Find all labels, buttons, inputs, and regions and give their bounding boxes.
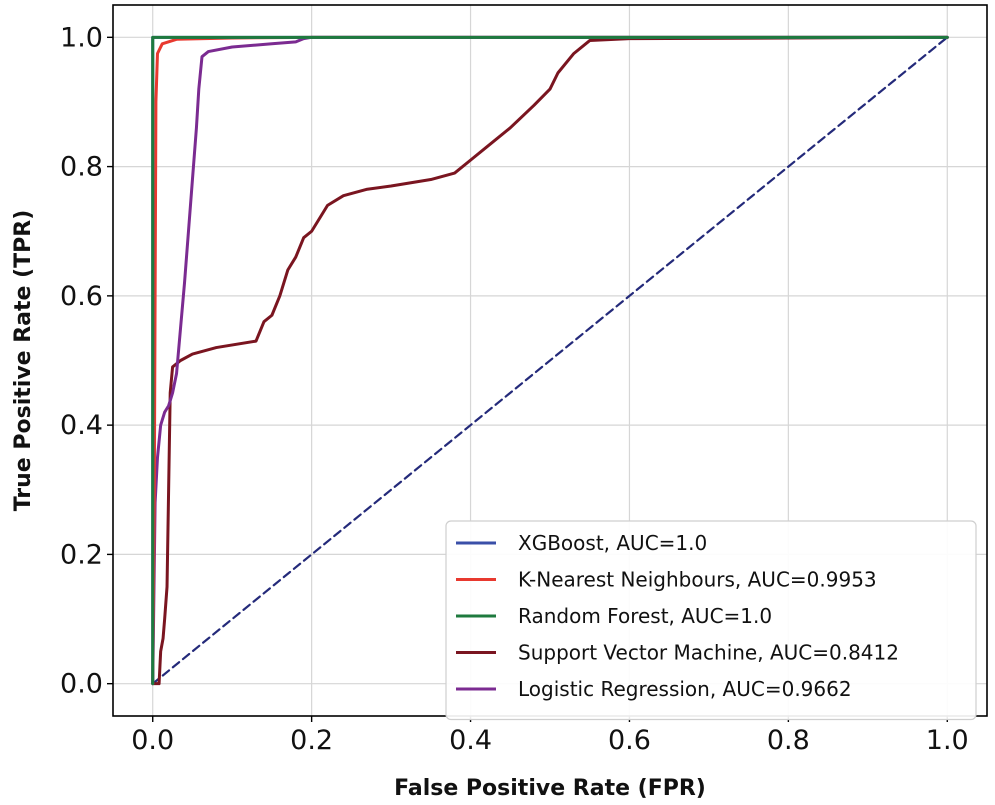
axis-ticks: 0.0 0.2 0.4 0.6 0.8 1.0 0.0 0.2 0.4 0.6 0.8 1.0 [60, 22, 969, 756]
legend-label: Logistic Regression, AUC=0.9662 [518, 677, 852, 701]
x-tick-label: 1.0 [926, 725, 969, 756]
legend-label: XGBoost, AUC=1.0 [518, 531, 707, 555]
y-tick-label: 0.4 [60, 410, 103, 441]
x-tick-label: 0.6 [608, 725, 651, 756]
y-tick-label: 0.6 [60, 281, 103, 312]
legend-label: K-Nearest Neighbours, AUC=0.9953 [518, 568, 877, 592]
y-tick-label: 0.8 [60, 152, 103, 183]
legend: XGBoost, AUC=1.0 K-Nearest Neighbours, AU… [445, 520, 977, 721]
grid-lines [113, 5, 987, 716]
y-tick-label: 1.0 [60, 22, 103, 53]
series-lines [151, 35, 949, 686]
diagonal-reference-line [151, 36, 949, 685]
y-tick-label: 0.2 [60, 539, 103, 570]
legend-label: Support Vector Machine, AUC=0.8412 [518, 641, 899, 665]
x-tick-label: 0.2 [290, 725, 333, 756]
series-line-4 [151, 35, 949, 686]
x-tick-label: 0.4 [449, 725, 492, 756]
legend-label: Random Forest, AUC=1.0 [518, 604, 772, 628]
y-axis-title: True Positive Rate (TPR) [11, 210, 36, 512]
x-axis-title: False Positive Rate (FPR) [394, 776, 706, 801]
series-line-3 [151, 35, 949, 686]
legend-box [445, 520, 977, 721]
y-tick-label: 0.0 [60, 669, 103, 700]
x-tick-label: 0.8 [767, 725, 810, 756]
x-tick-label: 0.0 [131, 725, 174, 756]
series-line-2 [151, 35, 949, 686]
